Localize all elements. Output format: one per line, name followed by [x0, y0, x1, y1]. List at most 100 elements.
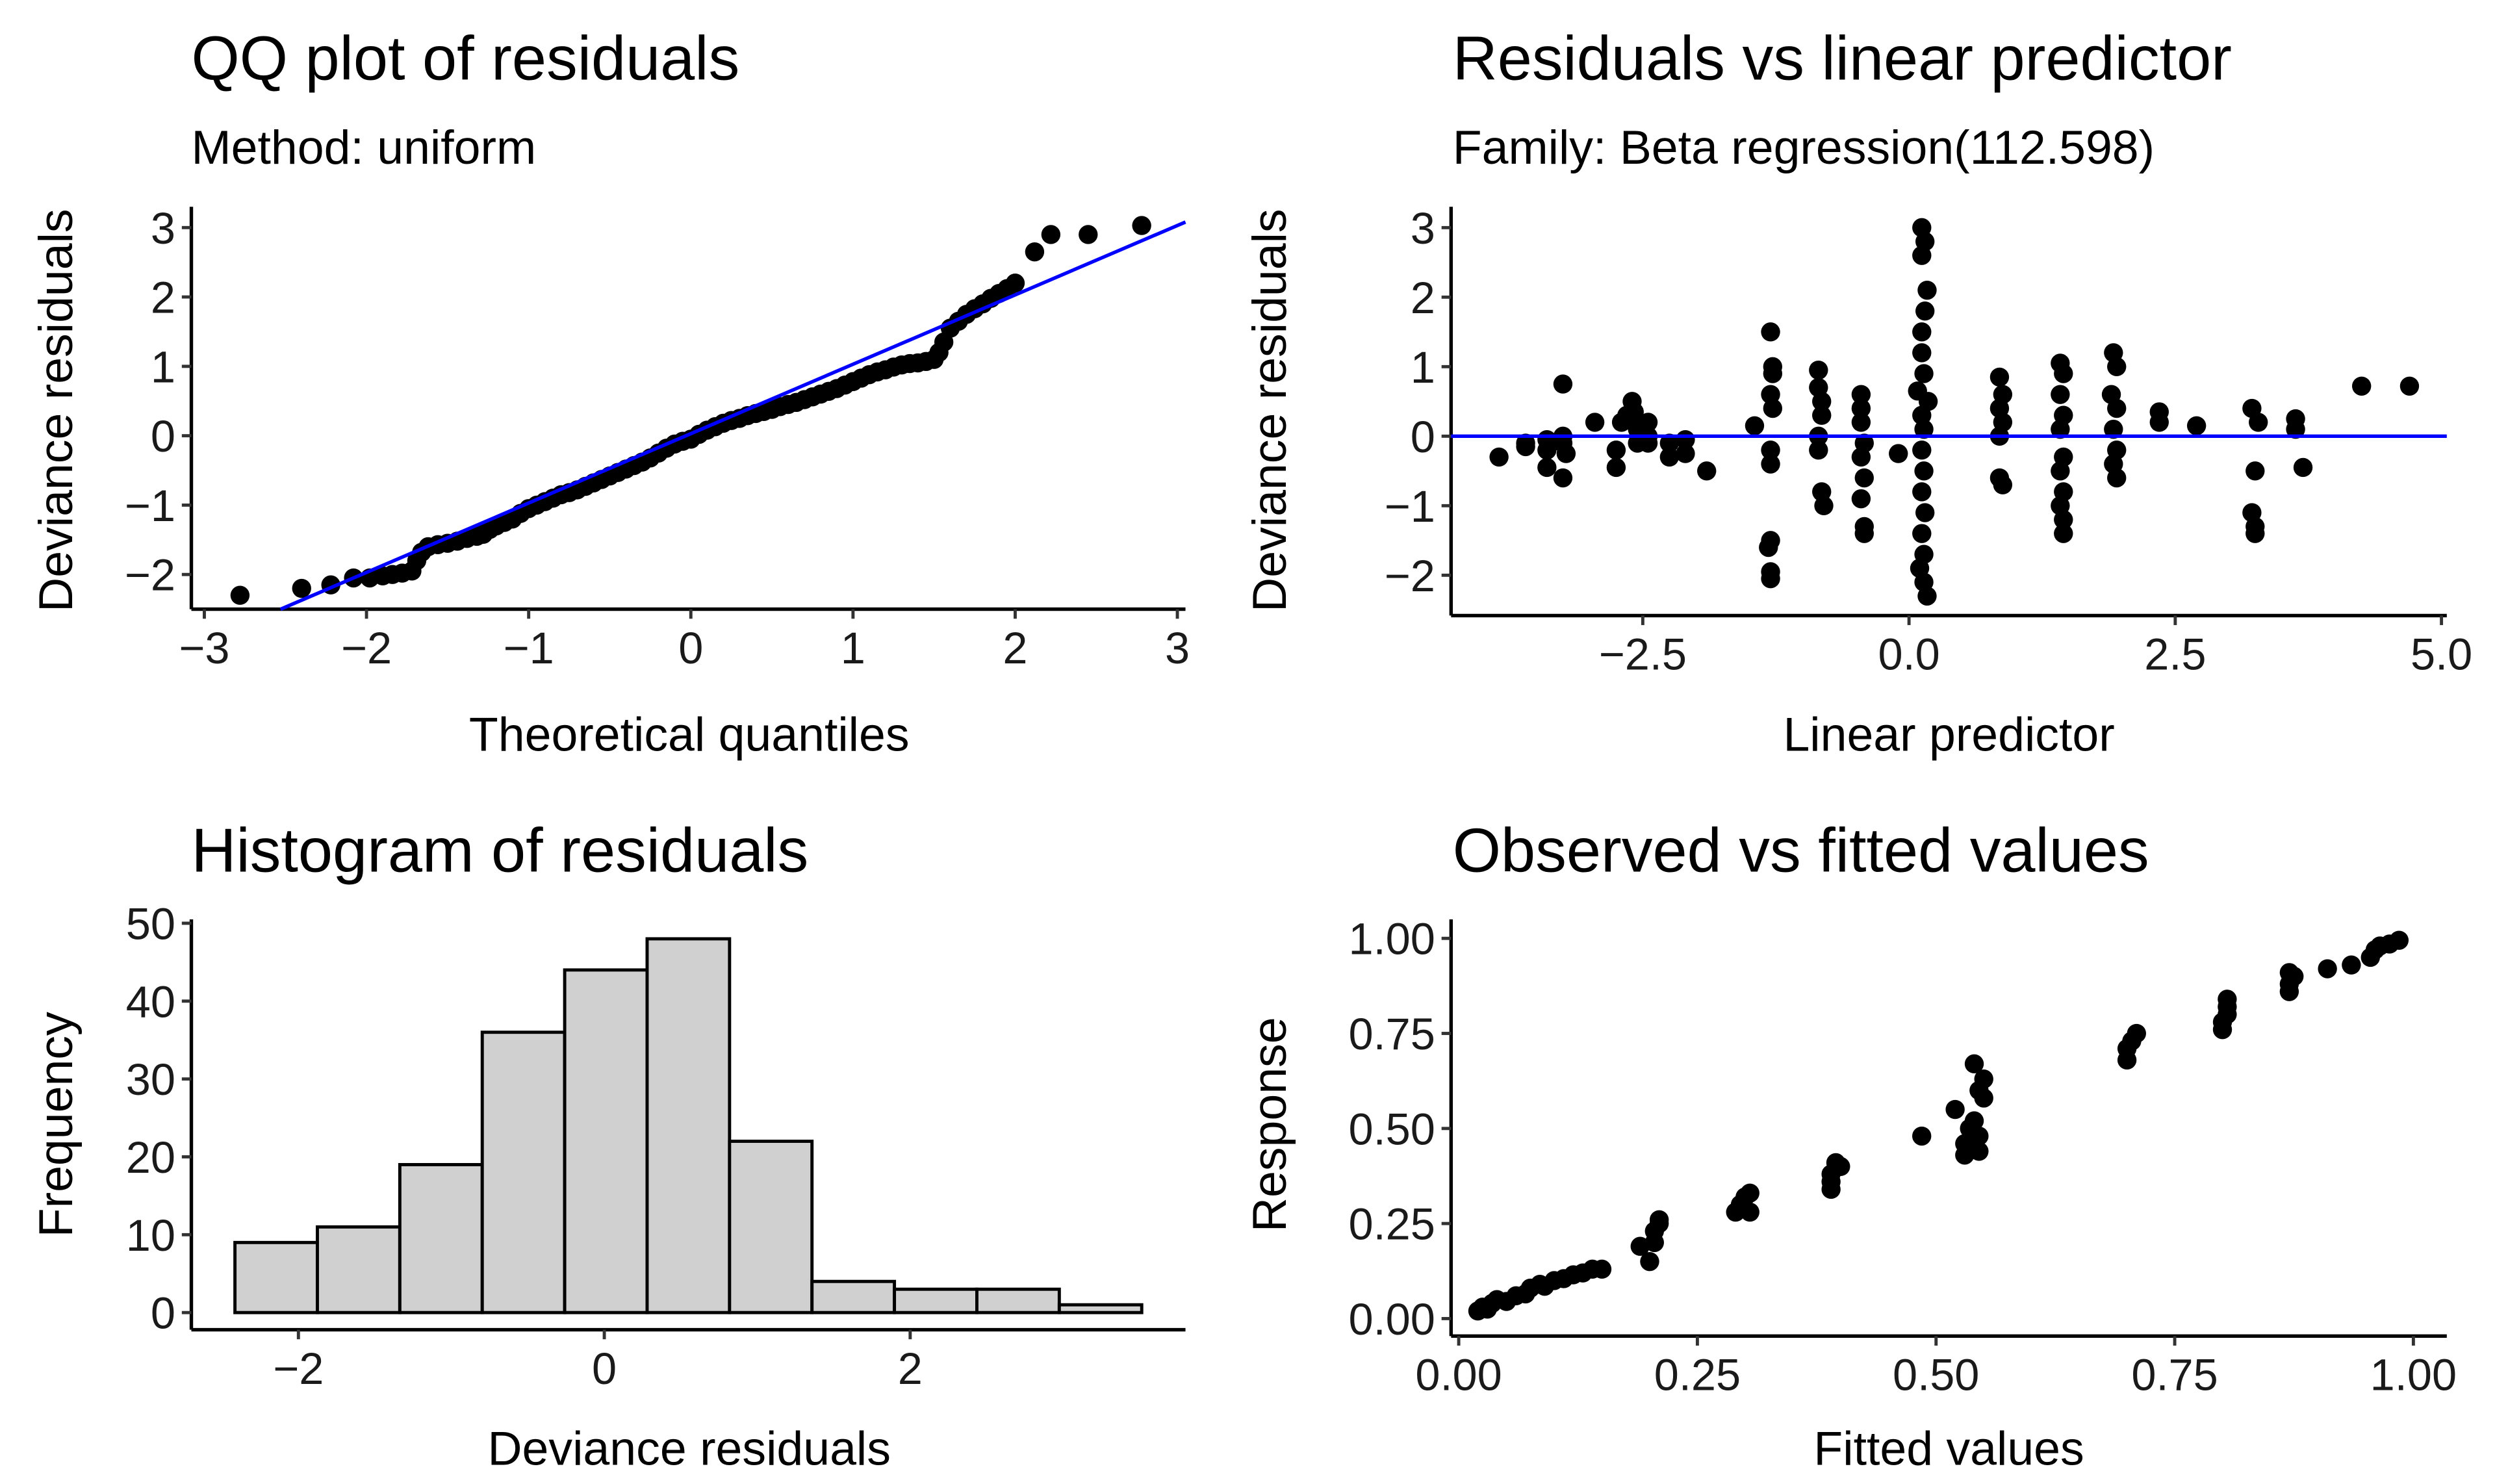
obs-fitted-data-point	[2279, 963, 2299, 982]
rvlp-data-point	[1659, 447, 1680, 467]
rvlp-data-point	[1553, 374, 1573, 394]
obs-fitted-x-tick-label: 0.75	[2131, 1350, 2218, 1400]
rvlp-data-point	[1809, 360, 1828, 380]
histogram-y-tick-label: 40	[126, 977, 175, 1027]
rvlp-data-point	[1851, 385, 1871, 404]
histogram-bar	[975, 1287, 1061, 1314]
obs-fitted-data-point	[1955, 1134, 1975, 1153]
qq-data-point	[1005, 274, 1025, 293]
obs-fitted-x-axis-title: Fitted values	[1813, 1422, 2084, 1476]
histogram-bar	[316, 1225, 402, 1314]
qq-y-tick-label: 3	[151, 203, 175, 253]
obs-fitted-data-point	[1649, 1214, 1669, 1233]
qq-x-axis-title: Theoretical quantiles	[469, 708, 910, 761]
rvlp-data-point	[2051, 419, 2070, 439]
rvlp-data-point	[1761, 322, 1780, 342]
histogram-bar	[893, 1287, 979, 1314]
rvlp-data-point	[1763, 364, 1783, 383]
obs-fitted-x-tick-label: 0.50	[1893, 1350, 1979, 1400]
rvlp-data-point	[1697, 461, 1717, 481]
rvlp-data-point	[1917, 280, 1937, 300]
rvlp-data-point	[2246, 461, 2265, 481]
histogram-y-tick-label: 0	[151, 1288, 175, 1338]
obs-fitted-data-point	[2318, 959, 2337, 979]
rvlp-y-tick-label: 0	[1411, 412, 1435, 462]
rvlp-data-point	[1854, 468, 1874, 488]
rvlp-data-point	[1912, 441, 1932, 460]
rvlp-data-point	[1676, 444, 1695, 463]
qq-plot-title: QQ plot of residuals	[192, 24, 740, 93]
rvlp-data-point	[1851, 447, 1871, 467]
rvlp-data-point	[1912, 322, 1932, 342]
rvlp-data-point	[1851, 413, 1871, 432]
rvlp-data-point	[2107, 357, 2127, 377]
histogram-bar	[645, 937, 732, 1314]
rvlp-y-tick-label: 2	[1411, 273, 1435, 323]
rvlp-title: Residuals vs linear predictor	[1453, 24, 2232, 93]
qq-data-point	[292, 578, 311, 598]
histogram-bar	[728, 1140, 814, 1314]
qq-x-tick-label: 2	[1003, 623, 1027, 673]
obs-fitted-data-point	[1831, 1157, 1850, 1177]
obs-fitted-data-point	[1592, 1259, 1612, 1279]
obs-fitted-y-tick-label: 0.50	[1348, 1104, 1435, 1154]
obs-fitted-data-point	[2127, 1023, 2146, 1043]
rvlp-data-point	[2107, 468, 2127, 488]
histogram-x-tick-label: −2	[273, 1344, 324, 1394]
qq-data-point	[1025, 242, 1045, 262]
qq-y-tick-label: 1	[151, 342, 175, 392]
histogram-bar	[810, 1279, 897, 1314]
obs-fitted-data-point	[1974, 1088, 1993, 1108]
obs-fitted-x-tick-label: 1.00	[2370, 1350, 2457, 1400]
rvlp-data-point	[2107, 398, 2127, 418]
histogram-bar	[480, 1030, 567, 1314]
obs-fitted-data-point	[1640, 1251, 1659, 1272]
histogram-y-tick-label: 30	[126, 1055, 175, 1105]
qq-plot-subtitle: Method: uniform	[192, 121, 537, 174]
rvlp-data-point	[2286, 419, 2305, 439]
histogram-x-tick-label: 0	[592, 1344, 617, 1394]
obs-fitted-data-point	[1945, 1099, 1965, 1119]
obs-fitted-data-point	[2342, 955, 2361, 975]
qq-y-tick-label: 2	[151, 273, 175, 323]
rvlp-data-point	[2051, 385, 2070, 404]
histogram-bar	[398, 1163, 484, 1314]
obs-fitted-data-point	[1964, 1054, 1984, 1074]
rvlp-data-point	[1606, 457, 1626, 478]
rvlp-x-tick-label: 2.5	[2144, 630, 2206, 680]
histogram-panel: Histogram of residuals Deviance residual…	[29, 817, 1186, 1476]
rvlp-data-point	[1915, 503, 1935, 522]
rvlp-x-axis-title: Linear predictor	[1783, 708, 2114, 761]
rvlp-data-point	[2246, 524, 2265, 543]
rvlp-data-point	[1761, 454, 1780, 474]
qq-x-tick-label: 0	[678, 623, 703, 673]
qq-x-tick-label: −1	[504, 623, 554, 673]
rvlp-data-point	[1516, 437, 1535, 457]
rvlp-data-point	[1912, 343, 1932, 363]
obs-fitted-data-point	[1969, 1142, 1989, 1161]
obs-fitted-data-point	[1974, 1069, 1993, 1089]
histogram-y-tick-label: 10	[126, 1210, 175, 1260]
histogram-x-tick-label: 2	[898, 1344, 923, 1394]
qq-data-point	[1132, 216, 1151, 235]
rvlp-data-point	[2054, 364, 2073, 383]
obs-fitted-data-point	[1821, 1172, 1841, 1192]
obs-fitted-y-tick-label: 0.00	[1348, 1294, 1435, 1344]
histogram-bar	[1057, 1303, 1144, 1314]
rvlp-data-point	[2186, 416, 2207, 435]
rvlp-data-point	[1912, 246, 1932, 265]
rvlp-data-point	[1489, 447, 1509, 467]
rvlp-data-point	[1854, 524, 1874, 543]
qq-y-axis-title: Deviance residuals	[29, 209, 83, 611]
rvlp-y-tick-label: −1	[1385, 481, 1435, 531]
qq-plot-panel: QQ plot of residuals Method: uniform The…	[29, 24, 1190, 761]
histogram-y-tick-label: 50	[126, 899, 175, 949]
obs-fitted-data-point	[1740, 1202, 1759, 1222]
qq-data-point	[230, 585, 250, 605]
rvlp-data-point	[2054, 524, 2073, 543]
obs-fitted-data-point	[1912, 1126, 1932, 1146]
histogram-y-tick-label: 20	[126, 1132, 175, 1183]
rvlp-data-point	[1914, 461, 1934, 481]
rvlp-y-tick-label: −2	[1385, 551, 1435, 601]
obs-fitted-y-tick-label: 1.00	[1348, 914, 1435, 964]
